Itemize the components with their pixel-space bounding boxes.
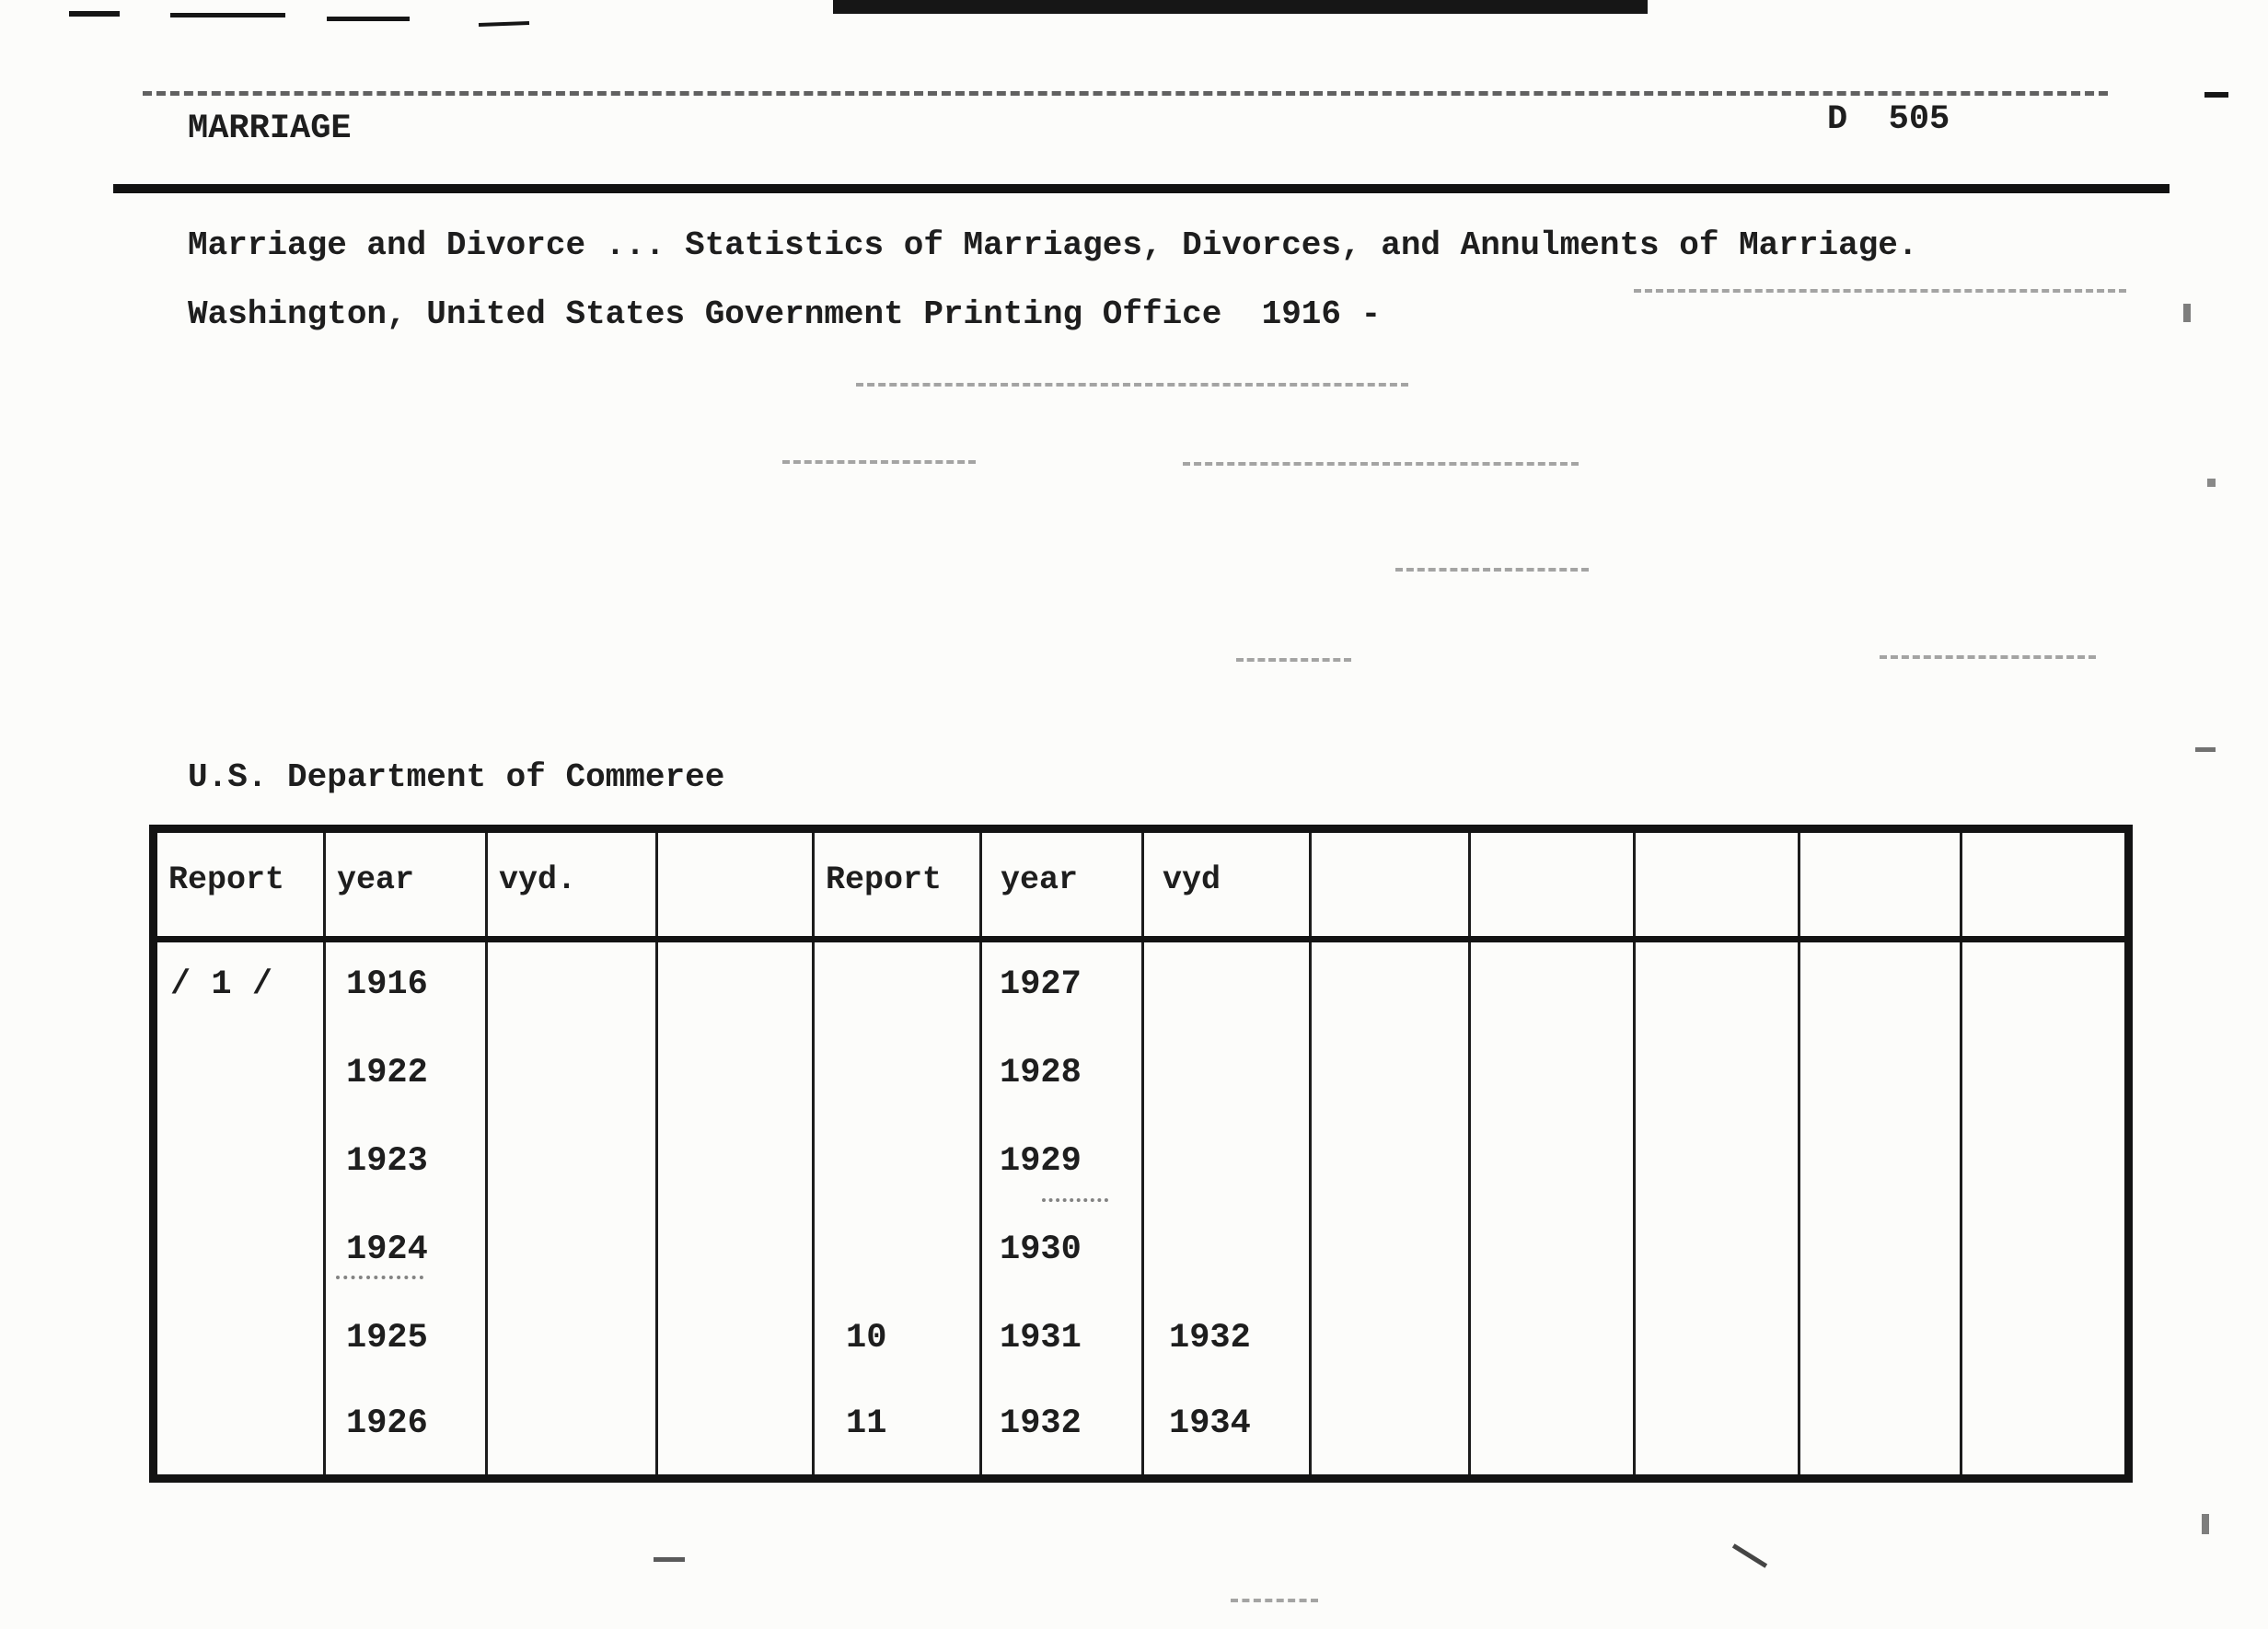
divider-rule bbox=[113, 184, 2170, 193]
table-cell-year: 1929 bbox=[1000, 1142, 1082, 1181]
scan-artifact bbox=[170, 13, 285, 17]
scan-artifact bbox=[327, 17, 410, 21]
scan-artifact bbox=[69, 11, 120, 17]
header-year-2: year bbox=[1001, 861, 1079, 898]
scan-noise-line bbox=[1231, 1599, 1318, 1602]
scan-noise-line bbox=[143, 91, 2108, 96]
table-cell-report-num: 10 bbox=[846, 1319, 887, 1358]
table-cell-year: 1923 bbox=[346, 1142, 428, 1181]
table-cell-report-num: 11 bbox=[846, 1404, 887, 1443]
table-header-underline bbox=[157, 936, 2124, 942]
scan-noise-dots bbox=[1042, 1198, 1108, 1202]
table-cell-year: 1930 bbox=[1000, 1230, 1082, 1269]
header-report-1: Report bbox=[168, 861, 285, 898]
header-vyd-1: vyd. bbox=[499, 861, 577, 898]
scan-noise-line bbox=[1183, 462, 1579, 466]
table-cell-vyd: 1934 bbox=[1169, 1404, 1251, 1443]
scan-noise-line bbox=[1395, 568, 1589, 572]
table-cell-year: 1925 bbox=[346, 1319, 428, 1358]
scan-artifact bbox=[2183, 304, 2191, 322]
scan-artifact bbox=[478, 21, 530, 27]
table-cell-year: 1932 bbox=[1000, 1404, 1082, 1443]
table-cell-year: 1916 bbox=[346, 965, 428, 1004]
table-cell-vyd: 1932 bbox=[1169, 1319, 1251, 1358]
table-cell-year: 1926 bbox=[346, 1404, 428, 1443]
scan-noise-line bbox=[1880, 655, 2096, 659]
table-column-line bbox=[1309, 833, 1312, 1474]
doc-number: D 505 bbox=[1827, 100, 1950, 139]
table-column-line bbox=[655, 833, 658, 1474]
title-line-1: Marriage and Divorce ... Statistics of M… bbox=[188, 226, 1918, 264]
scan-noise-line bbox=[856, 383, 1408, 387]
scan-noise-dots bbox=[336, 1276, 423, 1279]
table-column-line bbox=[1798, 833, 1800, 1474]
table-column-line bbox=[1468, 833, 1471, 1474]
header-report-2: Report bbox=[826, 861, 943, 898]
agency-line: U.S. Department of Commeree bbox=[188, 758, 725, 796]
scan-noise-line bbox=[782, 460, 976, 464]
report-table: Report year vyd. Report year vyd / 1 / 1… bbox=[149, 825, 2133, 1483]
scan-noise-line bbox=[1634, 289, 2126, 293]
page-heading: MARRIAGE bbox=[188, 110, 352, 148]
table-cell-report-mark: / 1 / bbox=[170, 965, 273, 1004]
table-column-line bbox=[485, 833, 488, 1474]
scan-noise-line bbox=[1236, 658, 1351, 662]
scan-artifact bbox=[2204, 92, 2228, 98]
table-cell-year: 1931 bbox=[1000, 1319, 1082, 1358]
table-cell-year: 1928 bbox=[1000, 1054, 1082, 1092]
scan-artifact bbox=[654, 1557, 685, 1562]
title-line-2: Washington, United States Government Pri… bbox=[188, 295, 1382, 333]
scan-artifact bbox=[2207, 479, 2216, 487]
table-column-line bbox=[979, 833, 982, 1474]
header-year-1: year bbox=[337, 861, 415, 898]
table-column-line bbox=[812, 833, 815, 1474]
scan-artifact-top-bar bbox=[833, 0, 1648, 14]
scan-artifact bbox=[1731, 1543, 1768, 1568]
table-cell-year: 1924 bbox=[346, 1230, 428, 1269]
scan-artifact bbox=[2202, 1514, 2209, 1534]
table-cell-year: 1927 bbox=[1000, 965, 1082, 1004]
table-column-line bbox=[1633, 833, 1636, 1474]
table-cell-year: 1922 bbox=[346, 1054, 428, 1092]
scan-artifact bbox=[2195, 747, 2216, 752]
table-column-line bbox=[1960, 833, 1962, 1474]
table-column-line bbox=[1141, 833, 1144, 1474]
table-column-line bbox=[323, 833, 326, 1474]
header-vyd-2: vyd bbox=[1163, 861, 1221, 898]
